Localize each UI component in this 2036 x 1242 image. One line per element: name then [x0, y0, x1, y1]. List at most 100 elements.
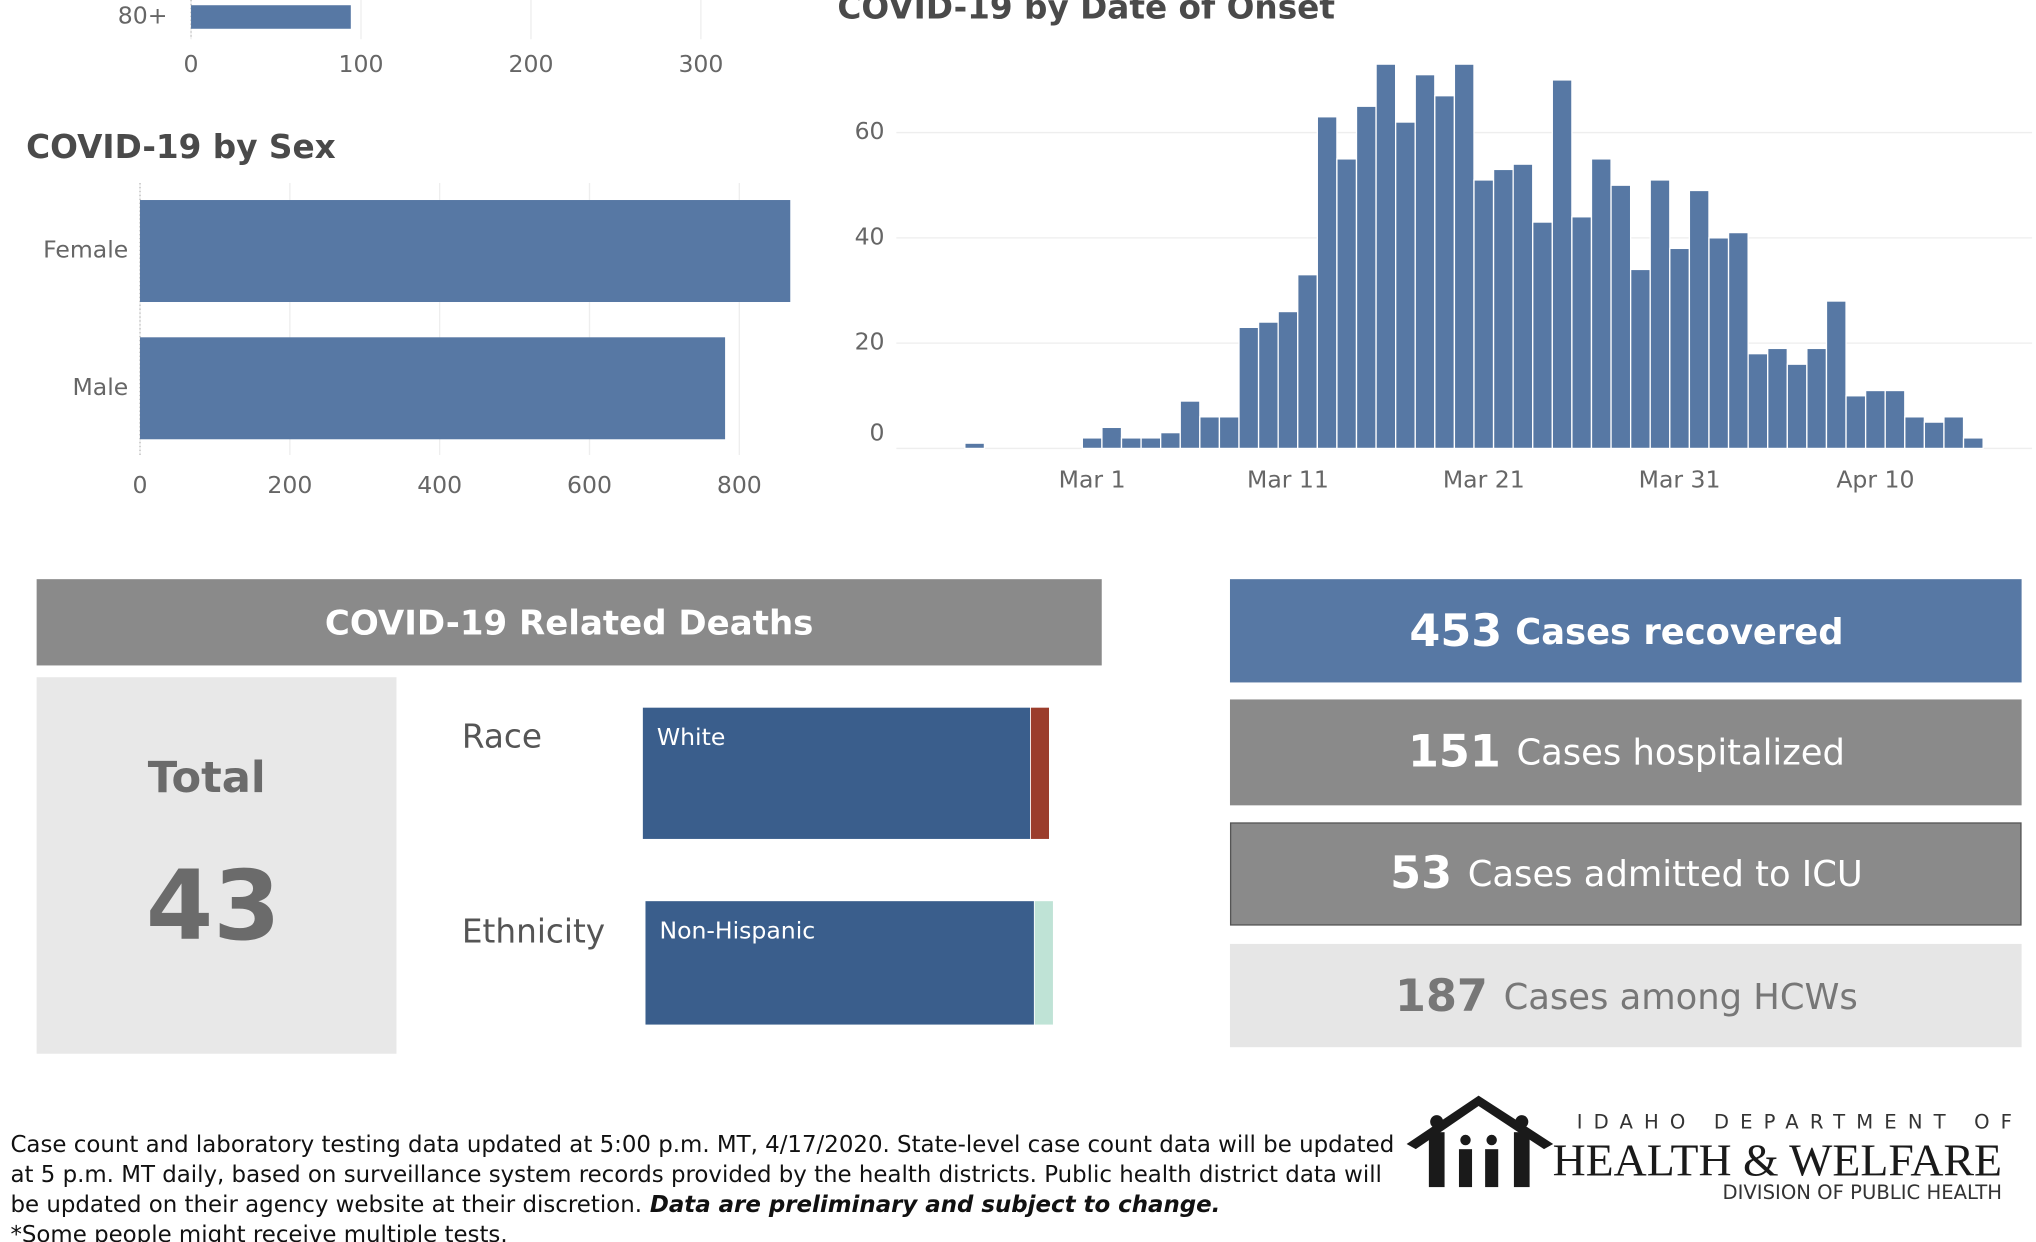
- total-label: Total: [148, 753, 266, 803]
- bar: [1316, 116, 1338, 450]
- bar: [1904, 416, 1926, 450]
- x-tick-label: Apr 10: [1836, 466, 1914, 494]
- bar: [1747, 353, 1769, 450]
- bar: [1590, 158, 1612, 450]
- bar: [1825, 300, 1847, 450]
- x-tick-label: 0: [184, 50, 199, 78]
- bar: [1414, 74, 1436, 450]
- footer: Case count and laboratory testing data u…: [10, 1132, 1394, 1242]
- x-tick-label: 800: [717, 471, 762, 499]
- x-tick-label: 100: [339, 50, 384, 78]
- bar: [1864, 389, 1886, 450]
- bar: [1101, 426, 1123, 450]
- y-tick-label: Female: [43, 236, 128, 264]
- card-value: 187: [1395, 971, 1488, 1022]
- deaths-panel: COVID-19 Related Deaths Total 43 Race Et…: [36, 579, 1102, 1054]
- cards: 453 Cases recovered 151 Cases hospitalized…: [1229, 579, 2022, 1048]
- bar-chart: 0 20 40 60 Mar 1 Mar 11 Mar 21 Mar 31 Apr 10: [855, 63, 2033, 494]
- card: [1229, 822, 2022, 926]
- bar: [1708, 237, 1730, 450]
- bar: [1806, 347, 1828, 450]
- segment-label: White: [657, 723, 725, 751]
- chart-title: COVID-19 by Date of Onset: [837, 0, 1335, 26]
- y-tick-label: 60: [855, 117, 885, 145]
- bar: [1218, 416, 1240, 450]
- bar: [1434, 95, 1456, 450]
- bar: [1943, 416, 1965, 450]
- bar: [140, 337, 726, 440]
- bar: [1727, 231, 1749, 450]
- x-tick-label: 400: [417, 471, 462, 499]
- bar: [1669, 247, 1691, 450]
- bar: [1081, 437, 1103, 450]
- panel-title: COVID-19 Related Deaths: [325, 603, 813, 643]
- card-label: Cases among HCWs: [1504, 977, 1858, 1018]
- bar: [1884, 389, 1906, 450]
- footer-line: *Some people might receive multiple test…: [10, 1222, 507, 1242]
- bar: [1336, 158, 1358, 450]
- card-value: 453: [1409, 606, 1502, 657]
- card-value: 53: [1390, 848, 1452, 899]
- x-tick-label: 0: [133, 471, 148, 499]
- logo: IDAHO DEPARTMENT OF HEALTH & WELFARE DIV…: [1406, 1095, 2023, 1204]
- card-text: 53 Cases admitted to ICU: [1390, 848, 1863, 899]
- bar: [1238, 326, 1260, 450]
- bar-segment: [644, 900, 1035, 1026]
- bar: [1962, 437, 1984, 450]
- y-tick-label: Male: [72, 373, 128, 401]
- logo-line: IDAHO DEPARTMENT OF: [1577, 1110, 2023, 1133]
- x-tick-label: Mar 11: [1247, 466, 1329, 494]
- bar: [1786, 363, 1808, 450]
- card-text: 187 Cases among HCWs: [1395, 971, 1858, 1022]
- bar: [1453, 63, 1475, 450]
- footer-emphasis: Data are preliminary and subject to chan…: [650, 1192, 1221, 1218]
- bar: [1199, 416, 1221, 450]
- bar: [1297, 274, 1318, 450]
- bar-segment: [642, 706, 1031, 840]
- card-text: 453 Cases recovered: [1409, 606, 1843, 657]
- bar: [1512, 163, 1534, 450]
- bar: [1277, 310, 1299, 450]
- bar-label: Ethnicity: [462, 912, 605, 950]
- bar: [1140, 437, 1162, 450]
- y-tick-label: 80+: [118, 2, 168, 30]
- card-label: Cases hospitalized: [1516, 732, 1844, 773]
- bar: [1160, 431, 1181, 450]
- x-tick-label: 600: [567, 471, 612, 499]
- y-tick-label: 20: [855, 328, 885, 356]
- logo-icon: [1406, 1095, 1554, 1188]
- bar: [1355, 105, 1377, 450]
- footer-line: at 5 p.m. MT daily, based on surveillanc…: [10, 1162, 1381, 1188]
- chart-title: COVID-19 by Sex: [26, 128, 336, 166]
- bar: [1532, 221, 1553, 450]
- bar: [191, 5, 351, 29]
- bar: [1649, 179, 1671, 450]
- bar: [1551, 79, 1573, 450]
- bar: [1767, 347, 1788, 450]
- x-tick-label: Mar 21: [1443, 466, 1525, 494]
- bar: [1845, 395, 1867, 450]
- x-tick-label: 300: [678, 50, 723, 78]
- x-tick-label: 200: [267, 471, 312, 499]
- x-tick-label: 200: [508, 50, 553, 78]
- bar: [1257, 321, 1279, 450]
- bar: [964, 442, 986, 450]
- bar: [1571, 216, 1593, 450]
- bar: [1473, 179, 1495, 450]
- bar: [1375, 63, 1397, 450]
- card: [1229, 699, 2022, 806]
- y-tick-label: 40: [855, 222, 885, 250]
- bar-chart: 0 200 400 600 800 Female Male: [43, 183, 791, 499]
- bar-chart: 0 100 200 300 80+: [118, 0, 723, 78]
- panel-header: [36, 579, 1102, 666]
- total-value: 43: [146, 849, 281, 962]
- bar: [1688, 189, 1710, 450]
- bar: [140, 200, 791, 303]
- y-tick-label: 0: [870, 419, 885, 447]
- bar: [1923, 421, 1945, 450]
- card-text: 151 Cases hospitalized: [1408, 726, 1845, 777]
- card-label: Cases admitted to ICU: [1468, 854, 1863, 895]
- total-box: [36, 677, 397, 1054]
- x-tick-label: Mar 1: [1059, 466, 1126, 494]
- bar: [1492, 168, 1514, 450]
